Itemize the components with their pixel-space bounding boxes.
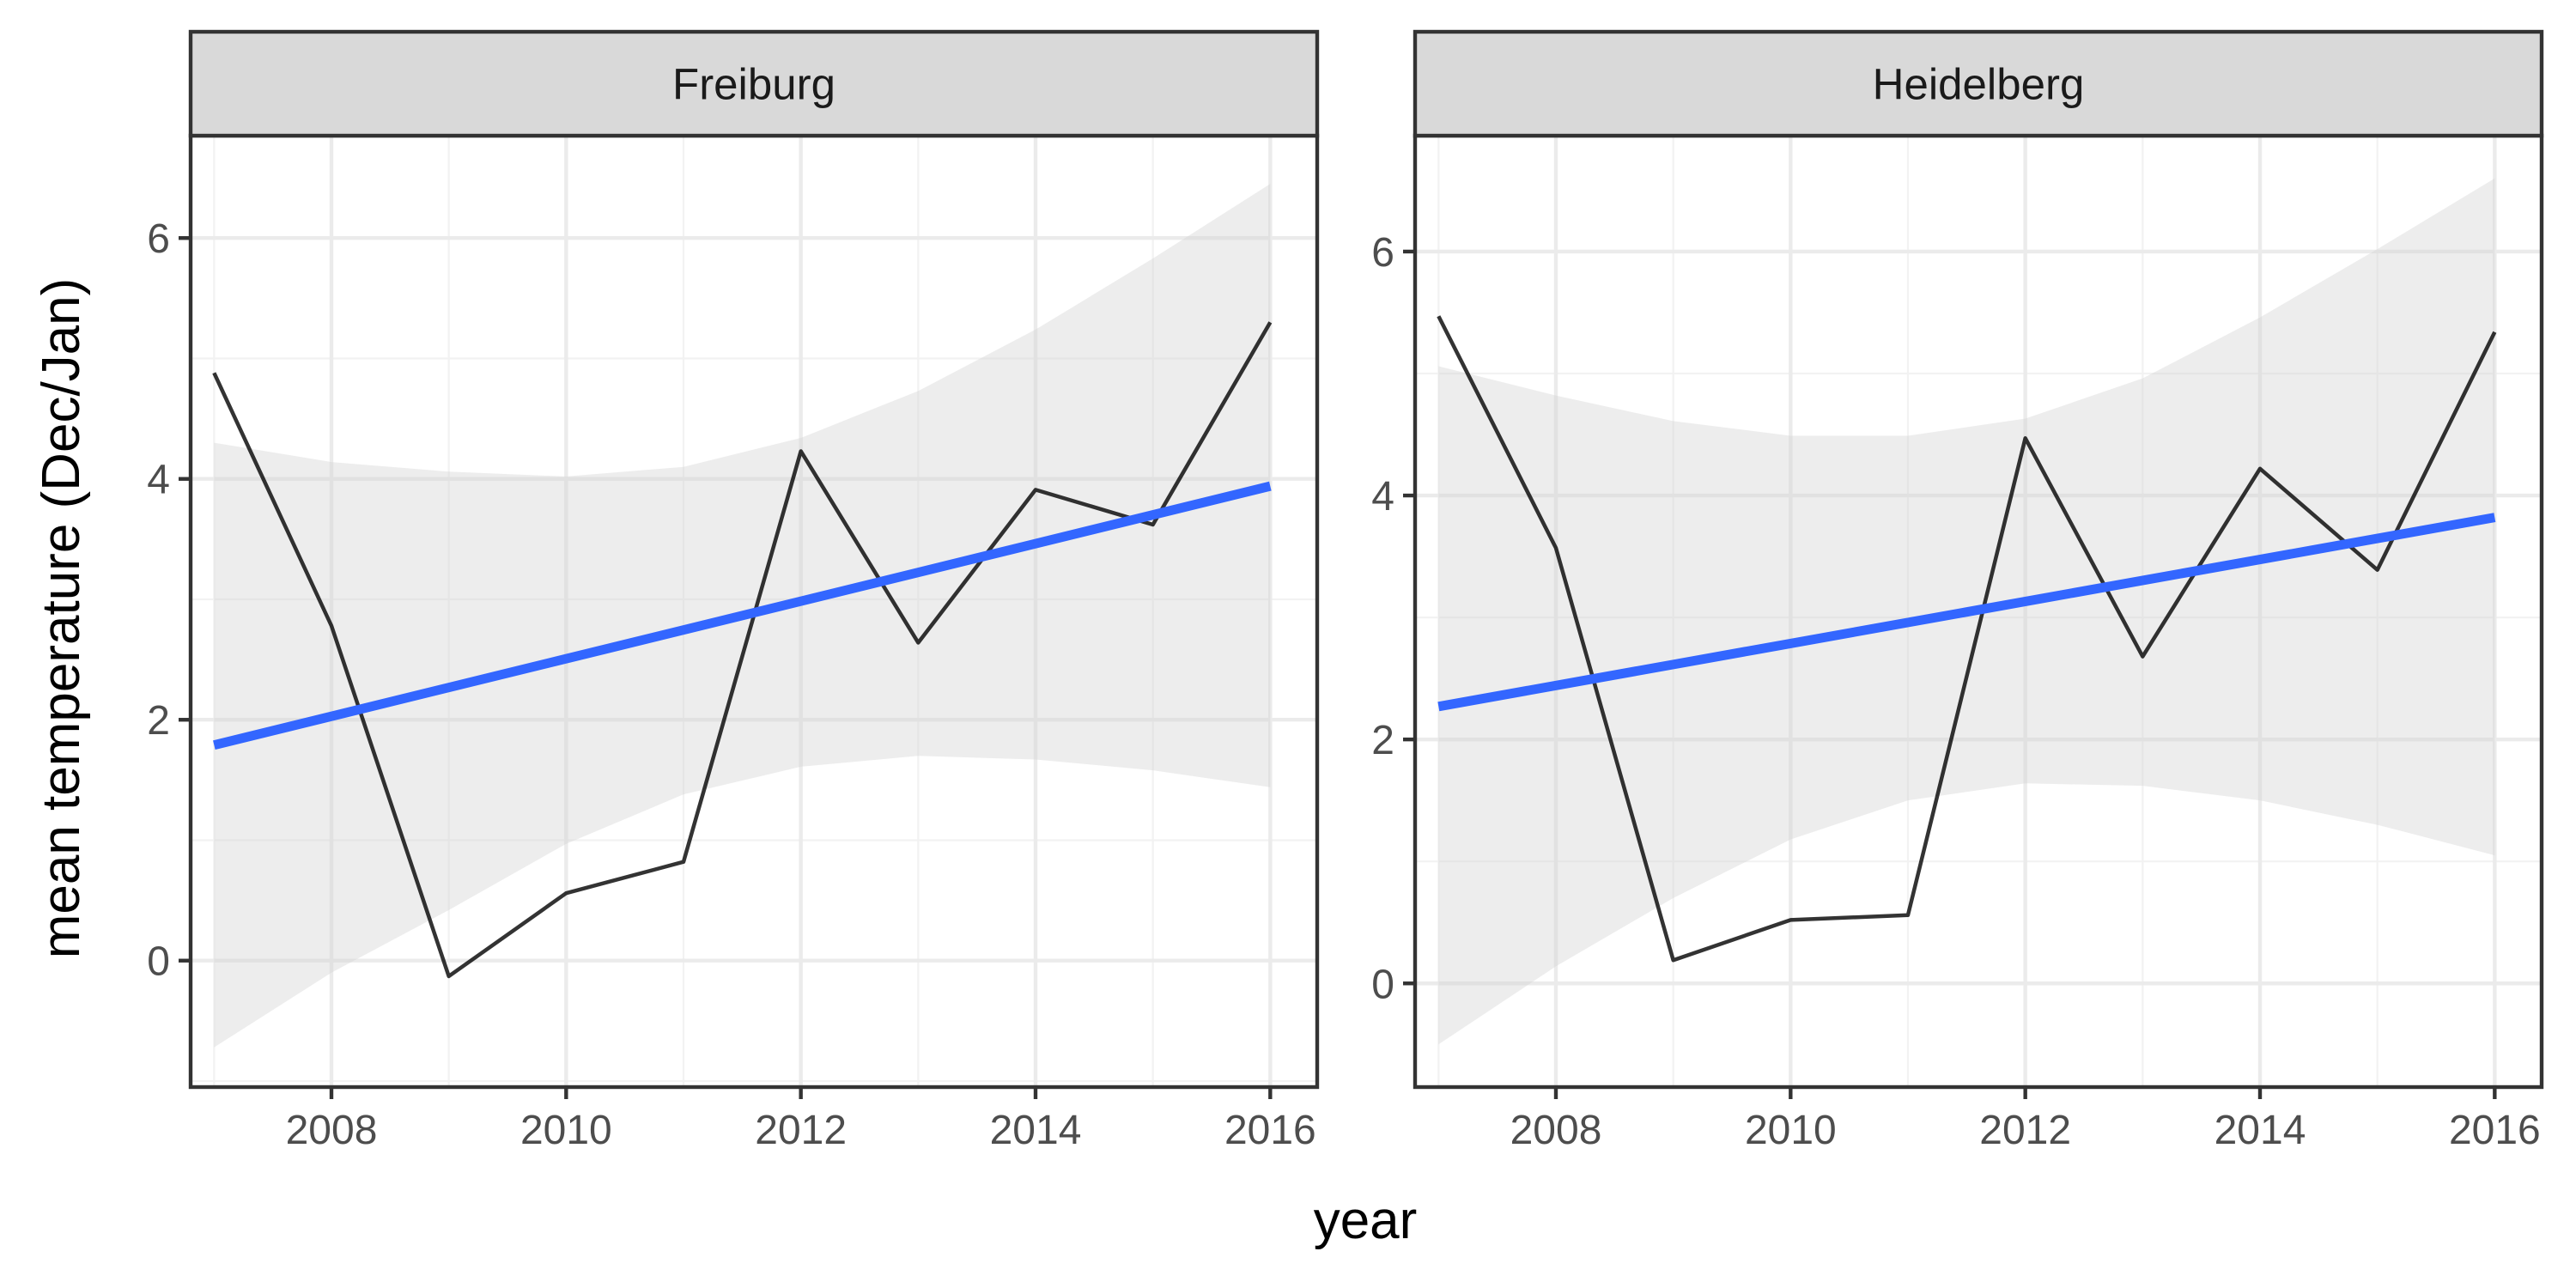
x-tick-label: 2012 — [1979, 1108, 2071, 1153]
y-tick-label: 0 — [147, 939, 170, 985]
y-tick-label: 2 — [1371, 718, 1394, 763]
x-tick-label: 2014 — [2215, 1108, 2306, 1153]
facet-title: Freiburg — [672, 60, 835, 109]
facet-title: Heidelberg — [1873, 60, 2085, 109]
x-tick-label: 2008 — [1510, 1108, 1602, 1153]
x-tick-label: 2008 — [286, 1108, 378, 1153]
facet-strip — [1413, 29, 2544, 138]
y-tick-label: 6 — [1371, 230, 1394, 276]
x-axis-title: year — [1314, 1191, 1418, 1250]
panel-content — [212, 184, 1273, 1048]
temperature-line — [1437, 315, 2497, 963]
linear-fit-line — [213, 481, 1272, 750]
panel-content — [1437, 178, 2497, 1045]
x-tick-label: 2010 — [520, 1108, 612, 1153]
facet-strip — [188, 29, 1320, 138]
linear-fit-line — [1437, 513, 2496, 712]
facet-heidelberg: Heidelberg 2008 2010 2012 2014 2016 0 2 4 6 — [1371, 29, 2544, 1153]
x-tick-label: 2014 — [990, 1108, 1082, 1153]
facet-freiburg: Freiburg 2008 2010 2012 2014 2016 0 2 4 6 — [147, 29, 1320, 1153]
y-tick-label: 4 — [1371, 474, 1394, 519]
y-tick-label: 4 — [147, 458, 170, 503]
y-tick-label: 0 — [1371, 962, 1394, 1007]
y-tick-label: 6 — [147, 216, 170, 262]
y-axis-title: mean temperature (Dec/Jan) — [32, 278, 91, 959]
x-tick-label: 2016 — [1224, 1108, 1316, 1153]
x-tick-label: 2012 — [755, 1108, 847, 1153]
x-tick-label: 2016 — [2449, 1108, 2541, 1153]
y-tick-label: 2 — [147, 698, 170, 744]
temperature-line — [212, 321, 1273, 979]
x-tick-label: 2010 — [1745, 1108, 1837, 1153]
